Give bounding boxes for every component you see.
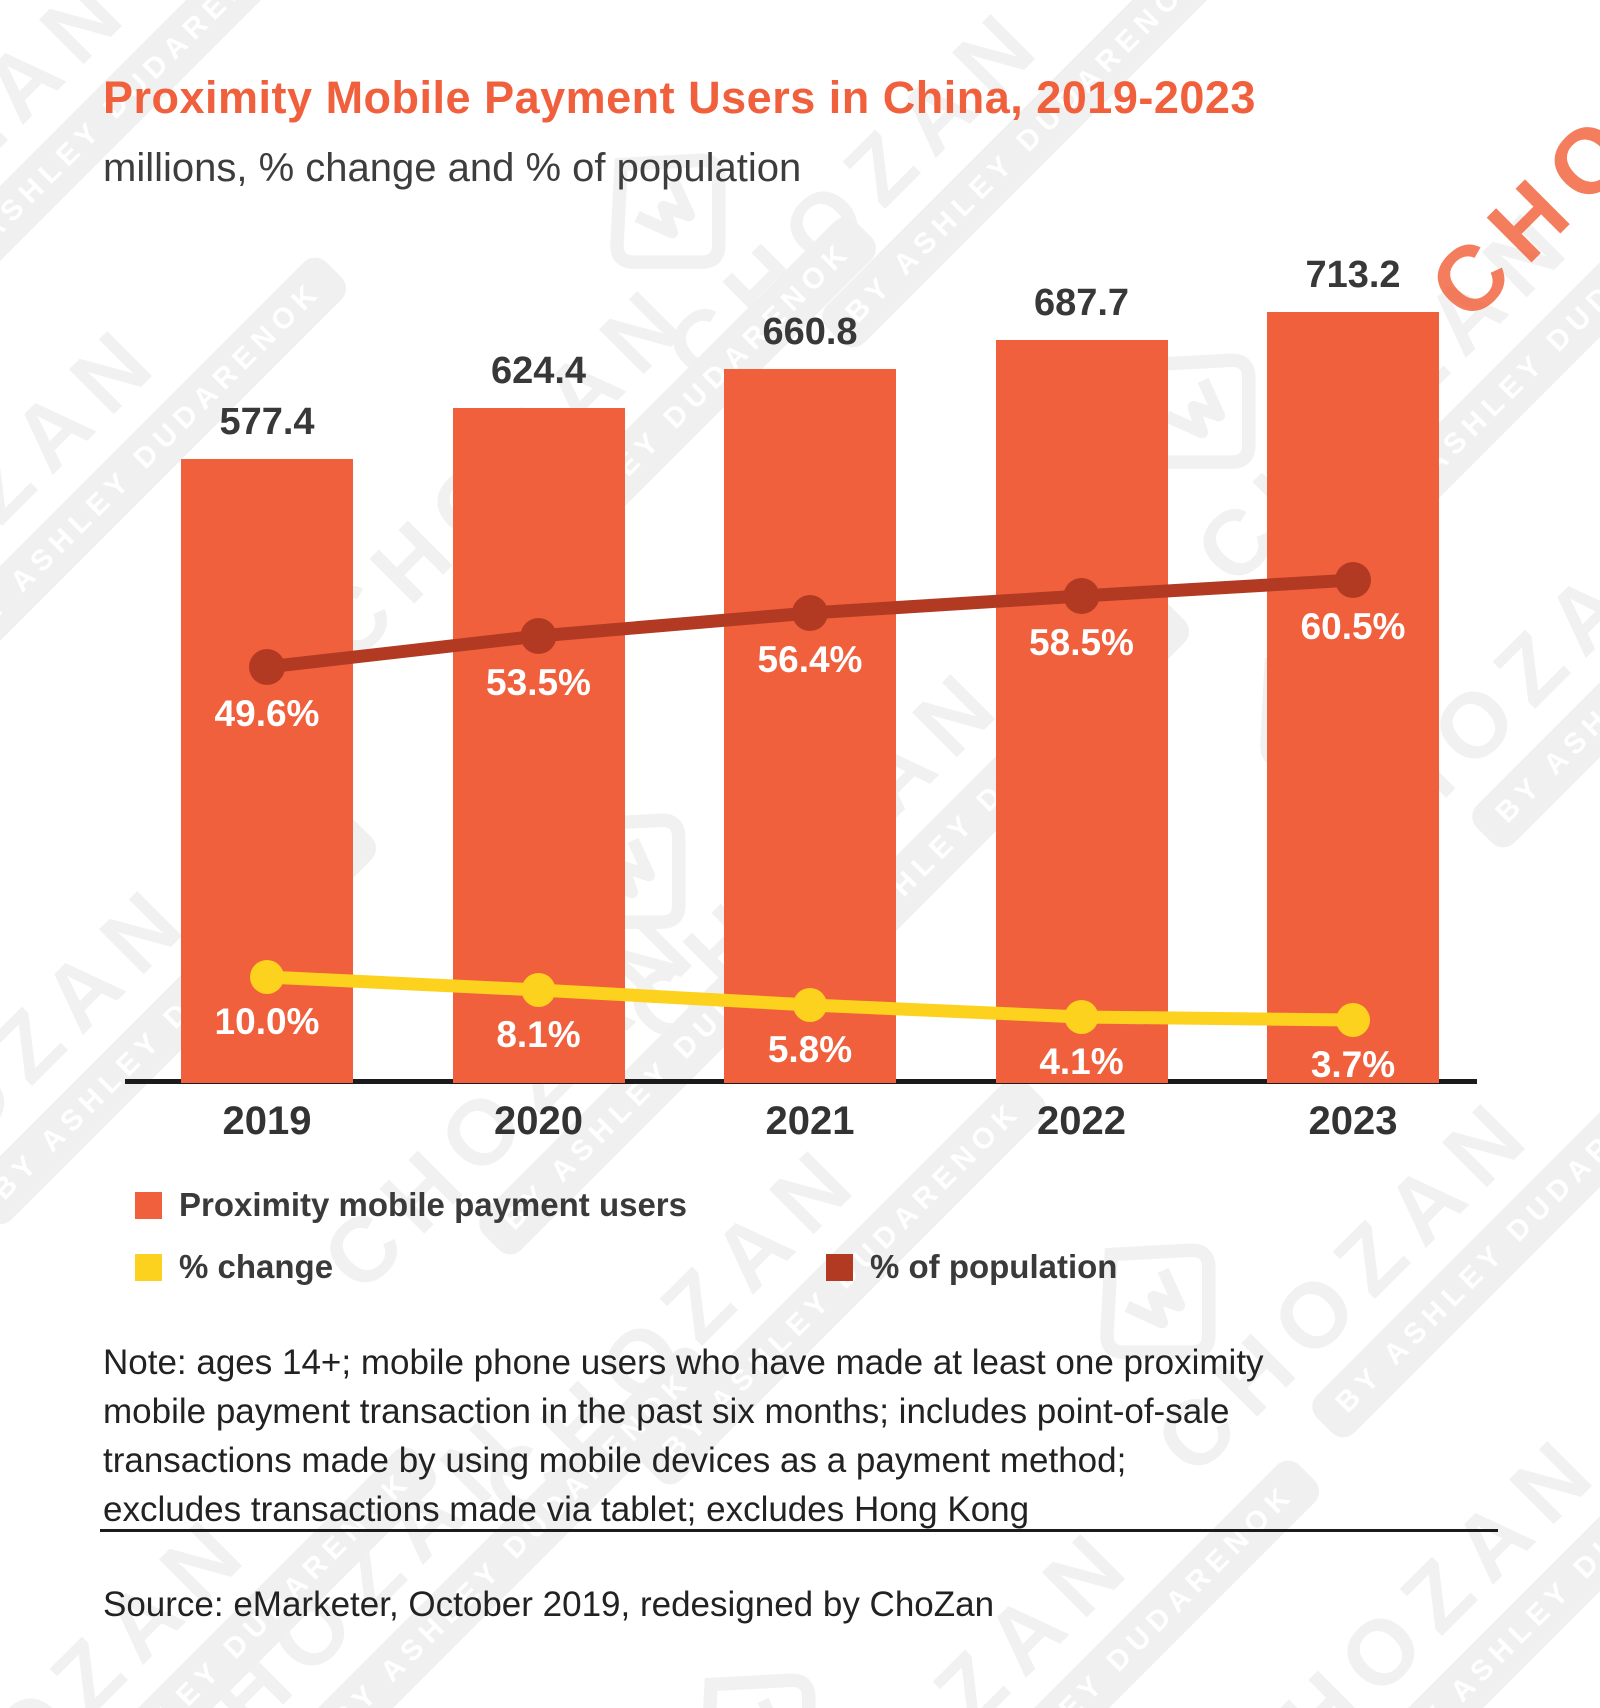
population-point-label: 58.5% [1029,622,1134,663]
x-axis-label: 2019 [222,1099,312,1143]
bar-value-label: 660.8 [762,311,858,353]
bar-value-label: 713.2 [1305,254,1401,296]
source-text: Source: eMarketer, October 2019, redesig… [103,1585,995,1624]
bar-value-label: 687.7 [1033,282,1130,324]
population-point-label: 60.5% [1300,606,1406,647]
change-point-label: 3.7% [1310,1044,1396,1085]
legend-label-population: % of population [870,1248,1118,1285]
bar-2022 [995,340,1168,1083]
legend-item-users: Proximity mobile payment users [135,1186,687,1224]
bar-2023 [1267,312,1439,1083]
x-axis-label: 2020 [494,1099,583,1143]
change-point-label: 5.8% [767,1029,853,1070]
change-point-label: 10.0% [214,1001,320,1042]
legend-swatch-population [826,1253,853,1281]
bar-2020 [452,408,625,1083]
legend-swatch-change [135,1253,162,1281]
change-point-label: 4.1% [1039,1041,1124,1082]
legend-label-users: Proximity mobile payment users [179,1186,688,1223]
legend-swatch-users [135,1191,162,1219]
chart-title: Proximity Mobile Payment Users in China,… [103,72,1256,123]
bar-value-label: 624.4 [490,350,587,392]
x-axis-label: 2023 [1308,1099,1398,1143]
bar-2021 [724,369,896,1083]
note-line: excludes transactions made via tablet; e… [103,1490,1030,1529]
population-point-label: 49.6% [214,693,320,734]
x-axis-label: 2021 [765,1099,855,1143]
population-point-label: 53.5% [486,662,591,703]
note-line: transactions made by using mobile device… [103,1441,1127,1480]
bar-2019 [181,459,353,1083]
legend-label-change: % change [179,1248,334,1285]
legend-item-population: % of population [826,1248,1117,1286]
x-axis-label: 2022 [1037,1099,1126,1143]
bar-value-label: 577.4 [219,401,315,443]
population-point-label: 56.4% [757,639,863,680]
note-line: Note: ages 14+; mobile phone users who h… [103,1343,1264,1382]
chart-subtitle: millions, % change and % of population [103,146,802,190]
change-point-label: 8.1% [496,1014,581,1055]
divider-line [100,1529,1498,1532]
note-line: mobile payment transaction in the past s… [103,1392,1230,1431]
note-text: Note: ages 14+; mobile phone users who h… [103,1338,1264,1534]
legend-item-change: % change [135,1248,333,1286]
